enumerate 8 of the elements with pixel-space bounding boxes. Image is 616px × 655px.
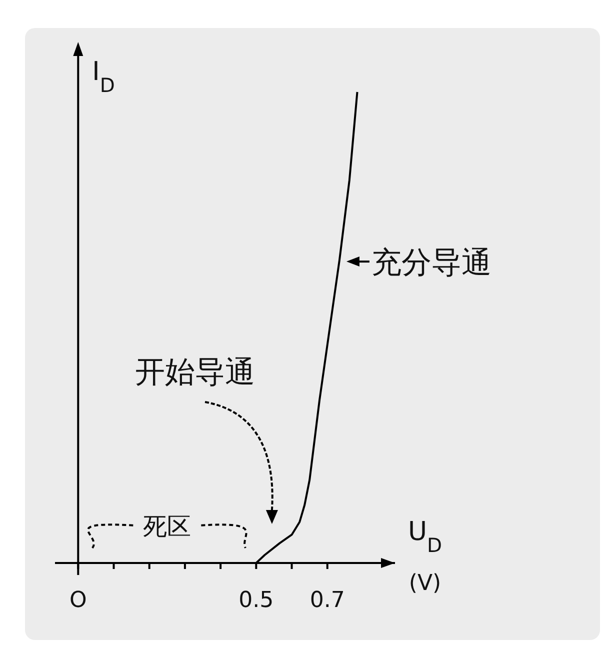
x-tick-label: 0.7 — [310, 588, 345, 613]
annotation: 充分导通 — [371, 246, 492, 281]
annotation: 开始导通 — [135, 355, 255, 390]
y-axis-title: I$_{D}$ — [92, 57, 115, 96]
x-tick-label: O — [69, 588, 87, 613]
annotation: 死区 — [143, 512, 192, 540]
x-axis-title: U$_{D}$ (V) — [408, 517, 442, 596]
x-tick-label: 0.5 — [238, 588, 274, 613]
